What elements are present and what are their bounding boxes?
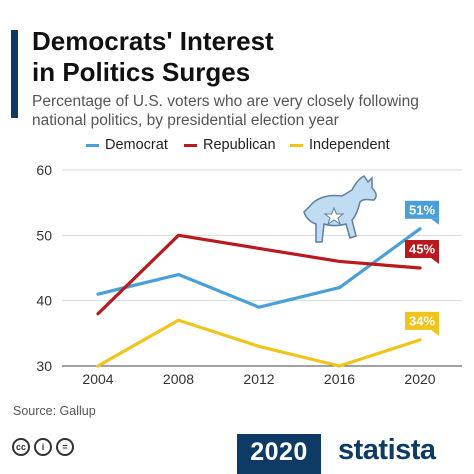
license-icons: cc i =	[12, 438, 74, 456]
y-tick-label: 50	[36, 227, 52, 243]
donkey-icon	[303, 175, 377, 243]
source-note: Source: Gallup	[13, 404, 96, 418]
end-label-pointer	[431, 329, 439, 336]
legend-label-republican: Republican	[203, 137, 276, 153]
title-accent-bar	[11, 30, 18, 118]
legend-item-democrat: Democrat	[86, 137, 168, 153]
series-line-independent	[96, 318, 422, 368]
end-value-label: 34%	[409, 313, 435, 328]
title-line-1: Democrats' Interest	[32, 26, 274, 56]
nd-icon[interactable]: =	[56, 438, 74, 456]
y-tick-label: 60	[36, 162, 52, 178]
end-label-box	[405, 240, 439, 258]
end-value-label: 51%	[409, 202, 435, 217]
x-tick-label: 2012	[243, 371, 274, 387]
election-badge: 2020	[237, 434, 321, 474]
x-tick-label: 2020	[404, 371, 435, 387]
by-icon[interactable]: i	[34, 438, 52, 456]
footer: cc i = 2020 statista	[0, 426, 474, 474]
end-label-pointer	[431, 218, 439, 225]
legend-item-republican: Republican	[184, 137, 276, 153]
legend-swatch-republican	[184, 143, 197, 147]
legend-item-independent: Independent	[290, 137, 390, 153]
series-line-republican	[96, 233, 422, 316]
y-tick-label: 40	[36, 293, 52, 309]
y-tick-label: 30	[36, 358, 52, 374]
legend-label-democrat: Democrat	[105, 137, 168, 153]
x-tick-label: 2008	[163, 371, 194, 387]
end-label-pointer	[431, 258, 439, 264]
x-tick-label: 2004	[82, 371, 113, 387]
end-value-label: 45%	[409, 242, 435, 257]
end-label-box	[405, 200, 439, 219]
chart-title: Democrats' Interest in Politics Surges	[32, 26, 274, 88]
title-line-2: in Politics Surges	[32, 57, 251, 87]
end-label-box	[405, 311, 439, 330]
legend-swatch-democrat	[86, 143, 99, 147]
legend-swatch-independent	[290, 143, 303, 147]
chart-legend: Democrat Republican Independent	[0, 137, 474, 155]
series-line-democrat	[96, 227, 422, 309]
cc-icon[interactable]: cc	[12, 438, 30, 456]
x-tick-label: 2016	[324, 371, 355, 387]
chart-subtitle: Percentage of U.S. voters who are very c…	[32, 93, 419, 129]
legend-label-independent: Independent	[309, 137, 390, 153]
badge-text: 2020	[250, 438, 308, 466]
statista-logo[interactable]: statista	[338, 434, 436, 466]
